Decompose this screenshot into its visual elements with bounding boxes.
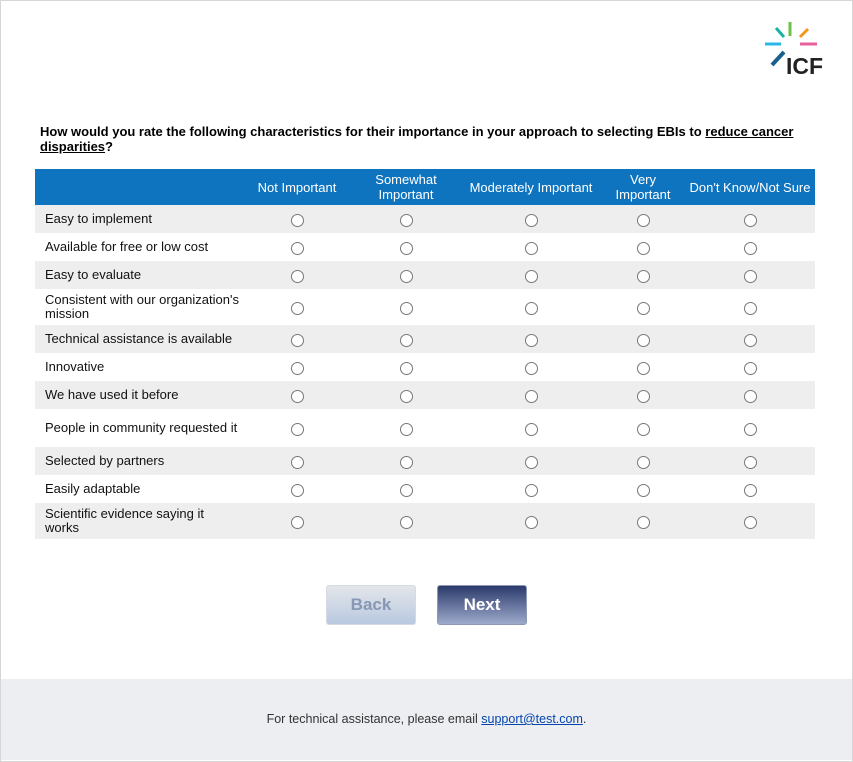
rating-radio[interactable] [636,389,650,403]
rating-radio[interactable] [636,301,650,315]
rating-radio[interactable] [524,483,538,497]
rating-radio[interactable] [743,301,757,315]
rating-radio[interactable] [743,269,757,283]
row-label: Easily adaptable [45,481,141,496]
rating-radio[interactable] [636,333,650,347]
rating-matrix: Not Important Somewhat Important Moderat… [35,169,815,539]
rating-radio[interactable] [524,213,538,227]
rating-radio[interactable] [743,213,757,227]
rating-radio[interactable] [399,361,413,375]
table-row: Scientific evidence saying it works [35,503,815,539]
row-label: Selected by partners [35,447,243,475]
row-label: We have used it before [35,381,243,409]
row-label: Technical assistance is available [35,325,243,353]
rating-radio[interactable] [290,361,304,375]
col-header: Not Important [243,169,351,205]
col-header: Somewhat Important [351,169,461,205]
rating-radio[interactable] [743,515,757,529]
rating-radio[interactable] [743,483,757,497]
svg-text:ICF: ICF [786,53,823,78]
table-row: Easy to implement [35,205,815,233]
rating-radio[interactable] [290,333,304,347]
reduce-cancer-disparities-link[interactable]: reduce cancer disparities [40,124,794,154]
support-email-link[interactable]: support@test.com [481,712,583,726]
footer: For technical assistance, please email s… [1,679,852,760]
row-label: People in community requested it [45,420,238,435]
rating-radio[interactable] [399,422,413,436]
rating-radio[interactable] [399,241,413,255]
col-header: Don't Know/Not Sure [685,169,815,205]
rating-radio[interactable] [290,483,304,497]
rating-radio[interactable] [636,269,650,283]
table-row: Easily adaptable [35,475,815,503]
row-label: Consistent with our organization's missi… [45,292,239,321]
rating-radio[interactable] [399,389,413,403]
rating-radio[interactable] [743,333,757,347]
rating-radio[interactable] [636,213,650,227]
rating-radio[interactable] [636,515,650,529]
row-label: Scientific evidence saying it works [35,503,243,539]
table-row: Consistent with our organization's missi… [35,289,815,325]
rating-radio[interactable] [524,455,538,469]
rating-radio[interactable] [743,241,757,255]
matrix-header: Not Important Somewhat Important Moderat… [35,169,815,205]
table-row: People in community requested it [35,409,815,447]
rating-radio[interactable] [743,389,757,403]
question-text: How would you rate the following charact… [40,124,794,154]
table-row: Available for free or low cost [35,233,815,261]
table-row: Innovative [35,353,815,381]
rating-radio[interactable] [524,241,538,255]
table-row: Selected by partners [35,447,815,475]
rating-radio[interactable] [636,361,650,375]
icf-logo: ICF [765,22,823,78]
rating-radio[interactable] [636,241,650,255]
rating-radio[interactable] [636,455,650,469]
rating-radio[interactable] [524,301,538,315]
table-row: We have used it before [35,381,815,409]
table-row: Easy to evaluate [35,261,815,289]
row-label: Innovative [45,359,105,374]
row-label: Easy to implement [35,205,243,233]
next-button[interactable]: Next [437,585,527,625]
rating-radio[interactable] [290,269,304,283]
rating-radio[interactable] [399,455,413,469]
rating-radio[interactable] [524,389,538,403]
rating-radio[interactable] [524,269,538,283]
rating-radio[interactable] [743,361,757,375]
rating-radio[interactable] [636,483,650,497]
rating-radio[interactable] [524,515,538,529]
rating-radio[interactable] [290,422,304,436]
rating-radio[interactable] [524,361,538,375]
rating-radio[interactable] [399,213,413,227]
rating-radio[interactable] [290,301,304,315]
table-row: Technical assistance is available [35,325,815,353]
rating-radio[interactable] [399,515,413,529]
rating-radio[interactable] [743,422,757,436]
rating-radio[interactable] [399,483,413,497]
rating-radio[interactable] [290,241,304,255]
rating-radio[interactable] [290,213,304,227]
col-header: Very Important [601,169,685,205]
rating-radio[interactable] [524,422,538,436]
back-button[interactable]: Back [326,585,416,625]
rating-radio[interactable] [743,455,757,469]
row-label: Easy to evaluate [35,261,243,289]
row-label: Available for free or low cost [45,239,209,254]
rating-radio[interactable] [636,422,650,436]
col-header: Moderately Important [461,169,601,205]
rating-radio[interactable] [290,515,304,529]
rating-radio[interactable] [524,333,538,347]
rating-radio[interactable] [290,455,304,469]
rating-radio[interactable] [399,269,413,283]
rating-radio[interactable] [399,333,413,347]
rating-radio[interactable] [290,389,304,403]
rating-radio[interactable] [399,301,413,315]
